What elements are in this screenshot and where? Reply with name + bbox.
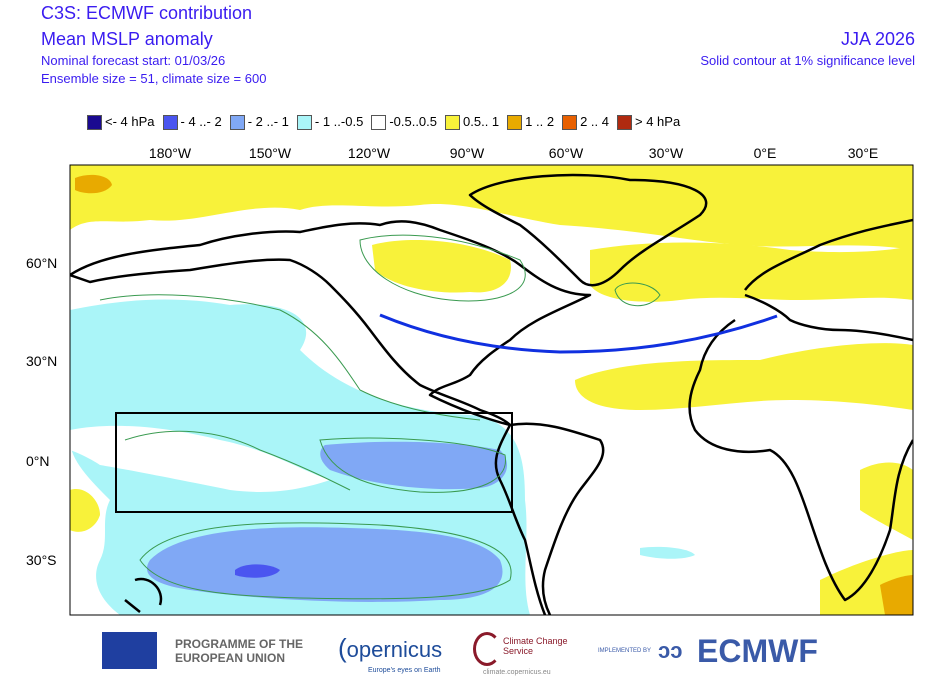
lon-tick-label: 30°W xyxy=(648,145,684,161)
lon-tick-label: 0°E xyxy=(753,145,777,161)
legend-label: <- 4 hPa xyxy=(105,114,155,129)
legend: <- 4 hPa - 4 ..- 2 - 2 ..- 1 - 1 ..-0.5 -0.5… xyxy=(87,114,688,130)
eu-programme-text: PROGRAMME OF THE EUROPEAN UNION xyxy=(175,637,303,665)
title: C3S: ECMWF contribution xyxy=(41,3,253,23)
ecmwf-logo-text: ECMWF xyxy=(697,633,818,669)
negative-anomaly-areas xyxy=(70,299,695,615)
nino-region-box xyxy=(115,412,513,513)
significance-contours xyxy=(99,234,661,600)
ccs-label: Climate Change Service xyxy=(503,636,568,656)
legend-swatch xyxy=(371,114,387,130)
positive-anomaly-areas xyxy=(70,165,913,615)
legend-item: - 1 ..-0.5 xyxy=(296,114,364,130)
legend-label: -0.5..0.5 xyxy=(389,114,438,129)
map xyxy=(69,164,914,616)
legend-label: > 4 hPa xyxy=(635,114,681,129)
legend-label: - 2 ..- 1 xyxy=(247,114,289,129)
legend-label: - 4 ..- 2 xyxy=(180,114,222,129)
legend-swatch xyxy=(87,114,102,130)
lon-tick-label: 180°W xyxy=(148,145,192,161)
thermometer-icon xyxy=(473,632,501,666)
lat-tick-label: 30°N xyxy=(26,353,58,369)
ensemble-size: Ensemble size = 51, climate size = 600 xyxy=(41,71,267,86)
copernicus-tagline: Europe's eyes on Earth xyxy=(368,667,441,674)
lon-tick-label: 90°W xyxy=(449,145,485,161)
significance-note: Solid contour at 1% significance level xyxy=(700,53,915,68)
copernicus-c-mark: ( xyxy=(338,633,347,663)
legend-label: 0.5.. 1 xyxy=(463,114,500,129)
legend-item: > 4 hPa xyxy=(617,114,680,130)
eu-flag-logo xyxy=(102,632,157,669)
legend-swatch xyxy=(562,114,578,130)
lat-tick-label: 60°N xyxy=(26,255,58,271)
ccs-url: climate.copernicus.eu xyxy=(483,669,551,676)
legend-swatch xyxy=(229,114,245,130)
legend-label: - 1 ..-0.5 xyxy=(314,114,364,129)
forecast-start: Nominal forecast start: 01/03/26 xyxy=(41,53,226,68)
legend-item: - 2 ..- 1 xyxy=(229,114,289,130)
subtitle: Mean MSLP anomaly xyxy=(41,29,213,49)
lat-tick-label: 0°N xyxy=(26,453,50,469)
legend-swatch xyxy=(617,114,632,130)
copernicus-logo: (opernicus xyxy=(338,634,442,662)
legend-item: 1 .. 2 xyxy=(507,114,554,130)
coastlines xyxy=(70,173,913,615)
legend-swatch xyxy=(507,114,523,130)
legend-label: 2 .. 4 xyxy=(580,114,609,129)
ecmwf-logo-icon: ↄↄ xyxy=(658,638,683,663)
legend-swatch xyxy=(296,114,312,130)
season-label: JJA 2026 xyxy=(840,29,915,49)
jet-line xyxy=(379,313,778,354)
lon-tick-label: 120°W xyxy=(347,145,391,161)
legend-item: 2 .. 4 xyxy=(562,114,609,130)
footer-logos: PROGRAMME OF THE EUROPEAN UNION (opernic… xyxy=(0,630,945,680)
legend-label: 1 .. 2 xyxy=(525,114,555,129)
lon-tick-label: 30°E xyxy=(847,145,879,161)
legend-item: - 4 ..- 2 xyxy=(162,114,222,130)
legend-item: <- 4 hPa xyxy=(87,114,155,130)
legend-swatch xyxy=(162,114,178,130)
legend-item: 0.5.. 1 xyxy=(445,114,499,130)
lat-tick-label: 30°S xyxy=(26,552,57,568)
lon-tick-label: 150°W xyxy=(248,145,292,161)
implemented-by: IMPLEMENTED BY xyxy=(598,648,652,654)
lon-tick-label: 60°W xyxy=(548,145,584,161)
copernicus-wordmark: opernicus xyxy=(346,637,443,662)
legend-item: -0.5..0.5 xyxy=(371,114,437,130)
legend-swatch xyxy=(445,114,461,130)
